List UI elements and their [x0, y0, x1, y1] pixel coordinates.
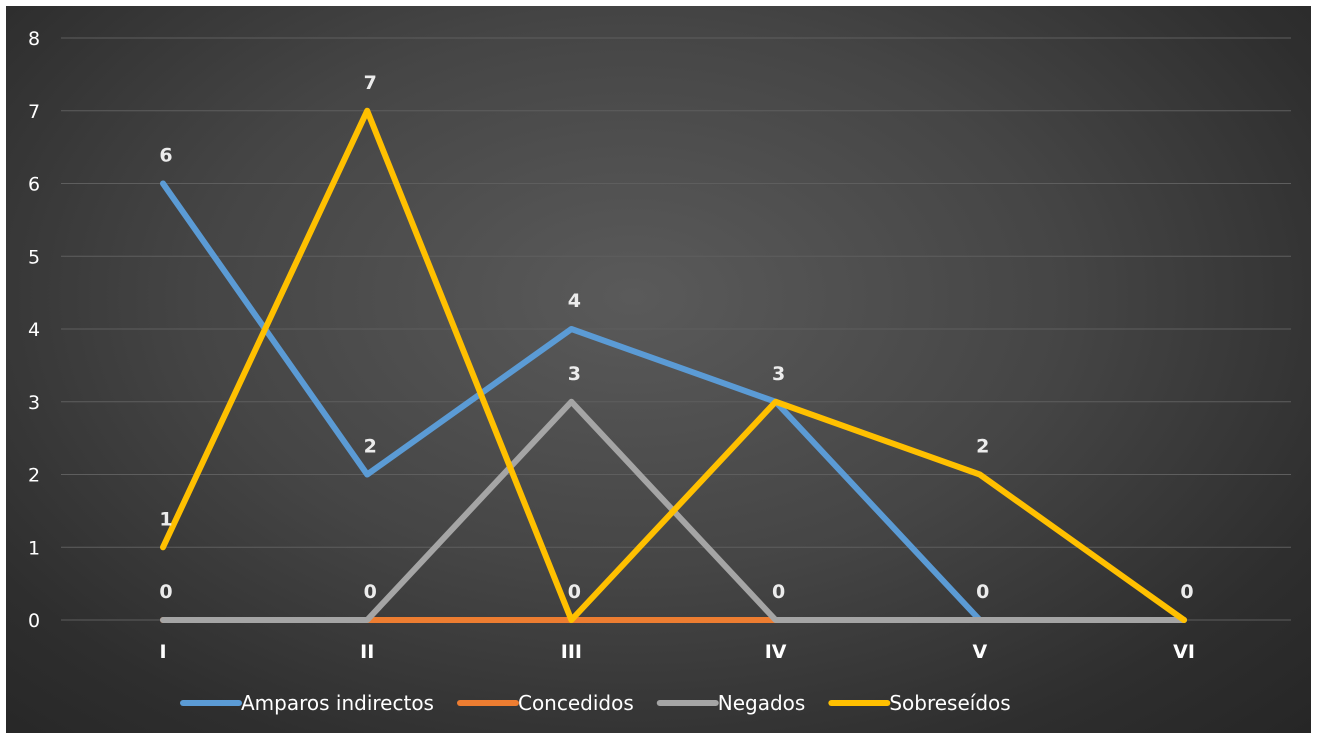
x-tick-label: IV	[765, 641, 787, 663]
legend: Amparos indirectos Concedidos Negados Sobre…	[180, 691, 1011, 715]
data-label: 7	[364, 72, 377, 94]
legend-label: Concedidos	[518, 691, 634, 715]
y-tick-label: 5	[28, 246, 40, 268]
y-axis-ticks: 0 1 2 3 4 5 6 7 8	[28, 28, 40, 632]
data-label: 0	[364, 581, 377, 603]
y-tick-label: 2	[28, 465, 40, 487]
legend-item: Concedidos	[456, 691, 634, 715]
x-tick-label: III	[561, 641, 582, 663]
data-label: 0	[976, 581, 989, 603]
data-label: 3	[772, 363, 785, 385]
data-label: 2	[364, 436, 377, 458]
data-label: 0	[159, 581, 172, 603]
x-tick-label: I	[159, 641, 166, 663]
legend-item: Sobreseídos	[828, 691, 1011, 715]
y-tick-label: 8	[28, 28, 40, 50]
legend-label: Amparos indirectos	[241, 691, 434, 715]
legend-label: Sobreseídos	[889, 691, 1010, 715]
data-label: 6	[159, 145, 172, 167]
series-lines	[160, 107, 1187, 623]
y-tick-label: 4	[28, 319, 40, 341]
gridlines	[61, 37, 1291, 621]
data-label: 0	[772, 581, 785, 603]
legend-item: Amparos indirectos	[180, 691, 434, 715]
y-tick-label: 7	[28, 101, 40, 123]
data-label: 2	[976, 436, 989, 458]
legend-item: Negados	[656, 691, 806, 715]
data-label: 1	[159, 508, 172, 530]
y-tick-label: 1	[28, 537, 40, 559]
y-tick-label: 0	[28, 610, 40, 632]
series-line-sobreseídos	[160, 107, 1187, 623]
data-label: 4	[568, 290, 581, 312]
x-tick-label: VI	[1173, 641, 1195, 663]
data-label: 0	[1180, 581, 1193, 603]
data-label: 3	[568, 363, 581, 385]
data-label: 0	[568, 581, 581, 603]
y-tick-label: 6	[28, 174, 40, 196]
x-axis-ticks: I II III IV V VI	[159, 641, 1194, 663]
x-tick-label: V	[972, 641, 987, 663]
legend-label: Negados	[718, 691, 806, 715]
data-labels: 6 1 0 7 2 0 4 3 0 3 0 2 0 0	[159, 72, 1193, 603]
y-tick-label: 3	[28, 392, 40, 414]
x-tick-label: II	[360, 641, 374, 663]
